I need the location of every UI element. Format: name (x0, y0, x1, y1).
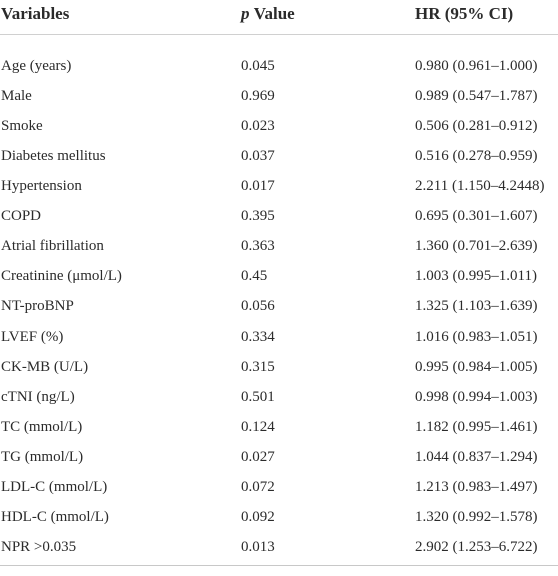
table-row: Creatinine (μmol/L) 0.45 1.003 (0.995–1.01… (0, 261, 558, 291)
header-italic: p (241, 4, 250, 23)
table-cell: TG (mmol/L) (1, 448, 84, 465)
header-cell: Variables (1, 4, 70, 23)
bottom-rule (0, 565, 558, 566)
table-cell: TC (mmol/L) (1, 418, 83, 435)
table-cell: Atrial fibrillation (1, 238, 104, 255)
header-cell: p Value (241, 3, 295, 25)
table-row: Smoke 0.023 0.506 (0.281–0.912) (0, 111, 558, 141)
table-cell: 1.213 (0.983–1.497) (415, 478, 538, 495)
table-row: LVEF (%) 0.334 1.016 (0.983–1.051) (0, 322, 558, 352)
table-cell: Diabetes mellitus (1, 148, 106, 165)
table-cell: 0.969 (241, 88, 275, 105)
table-row: Diabetes mellitus 0.037 0.516 (0.278–0.959… (0, 141, 558, 171)
table-row: TC (mmol/L) 0.124 1.182 (0.995–1.461) (0, 412, 558, 442)
table-cell: 0.989 (0.547–1.787) (415, 88, 538, 105)
table-row: COPD 0.395 0.695 (0.301–1.607) (0, 201, 558, 231)
table-row: Male 0.969 0.989 (0.547–1.787) (0, 81, 558, 111)
table-row: HDL-C (mmol/L) 0.092 1.320 (0.992–1.578) (0, 502, 558, 532)
table-cell: 0.092 (241, 508, 275, 525)
table-cell: NT-proBNP (1, 298, 74, 315)
table-row: NPR >0.035 0.013 2.902 (1.253–6.722) (0, 532, 558, 562)
table-cell: 2.902 (1.253–6.722) (415, 538, 538, 555)
table-row: NT-proBNP 0.056 1.325 (1.103–1.639) (0, 291, 558, 321)
table-cell: 0.501 (241, 388, 275, 405)
table-cell: 0.056 (241, 298, 275, 315)
table-cell: 0.995 (0.984–1.005) (415, 358, 538, 375)
table-row: Atrial fibrillation 0.363 1.360 (0.701–2.6… (0, 231, 558, 261)
table-cell: COPD (1, 208, 42, 225)
table-cell: Creatinine (μmol/L) (1, 268, 122, 285)
header-text: Value (253, 4, 295, 23)
table-cell: 0.124 (241, 418, 275, 435)
table-cell: HDL-C (mmol/L) (1, 508, 109, 525)
table-cell: 0.017 (241, 178, 275, 195)
table-cell: 0.023 (241, 118, 275, 135)
table-cell: 0.315 (241, 358, 275, 375)
table-cell: 0.334 (241, 328, 275, 345)
table-cell: Male (1, 88, 32, 105)
table-row: Hypertension 0.017 2.211 (1.150–4.2448) (0, 171, 558, 201)
table-cell: Smoke (1, 118, 43, 135)
table-cell: 0.037 (241, 148, 275, 165)
table-cell: 1.016 (0.983–1.051) (415, 328, 538, 345)
table-cell: 1.325 (1.103–1.639) (415, 298, 538, 315)
header-cell: HR (95% CI) (415, 4, 514, 23)
table-cell: LVEF (%) (1, 328, 64, 345)
table-cell: 1.360 (0.701–2.639) (415, 238, 538, 255)
table-cell: Age (years) (1, 58, 72, 74)
table-cell: 0.998 (0.994–1.003) (415, 388, 538, 405)
table-row: TG (mmol/L) 0.027 1.044 (0.837–1.294) (0, 442, 558, 472)
table-cell: CK-MB (U/L) (1, 358, 89, 375)
table-cell: 1.003 (0.995–1.011) (415, 268, 537, 285)
table-cell: 0.072 (241, 478, 275, 495)
table-cell: Hypertension (1, 178, 82, 195)
table-cell: 0.027 (241, 448, 275, 465)
table-cell: 0.363 (241, 238, 275, 255)
table-cell: 0.395 (241, 208, 275, 225)
table-row: Age (years) 0.045 0.980 (0.961–1.000) (0, 51, 558, 81)
table-cell: 0.45 (241, 268, 268, 285)
table-cell: 0.506 (0.281–0.912) (415, 118, 538, 135)
table-cell: 1.182 (0.995–1.461) (415, 418, 538, 435)
table-cell: 2.211 (1.150–4.2448) (415, 178, 545, 195)
table-cell: 0.045 (241, 58, 275, 74)
table-row: LDL-C (mmol/L) 0.072 1.213 (0.983–1.497) (0, 472, 558, 502)
table-row: cTNI (ng/L) 0.501 0.998 (0.994–1.003) (0, 382, 558, 412)
table-cell: 0.980 (0.961–1.000) (415, 58, 538, 74)
table-cell: 0.695 (0.301–1.607) (415, 208, 538, 225)
table-cell: cTNI (ng/L) (1, 388, 75, 405)
table-cell: 0.013 (241, 538, 275, 555)
table-cell: 0.516 (0.278–0.959) (415, 148, 538, 165)
table-cell: 1.320 (0.992–1.578) (415, 508, 538, 525)
table-cell: LDL-C (mmol/L) (1, 478, 108, 495)
table-header: Variables p Value HR (95% CI) (0, 0, 558, 35)
table-cell: 1.044 (0.837–1.294) (415, 448, 538, 465)
table-row: CK-MB (U/L) 0.315 0.995 (0.984–1.005) (0, 352, 558, 382)
table-cell: NPR >0.035 (1, 538, 77, 555)
